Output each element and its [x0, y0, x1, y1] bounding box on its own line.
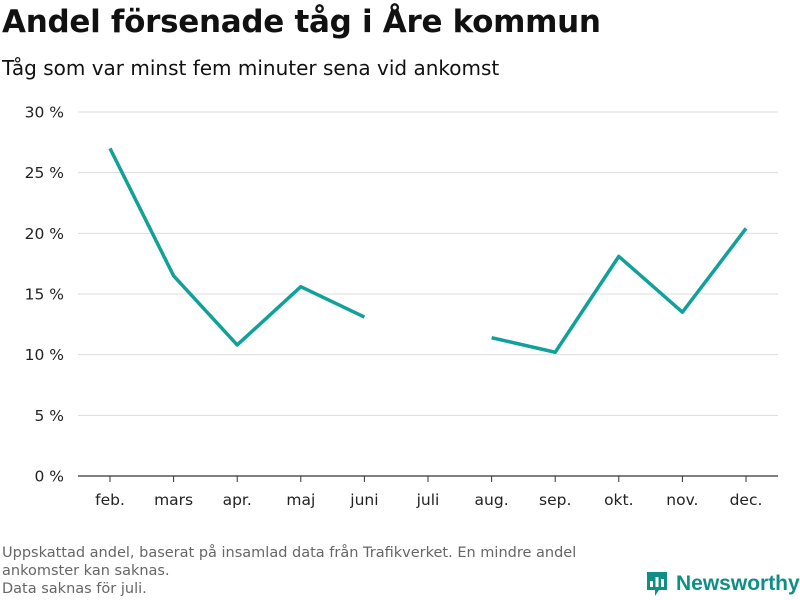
x-tick-label: nov.: [666, 491, 698, 509]
y-tick-label: 25 %: [25, 164, 64, 182]
x-tick-label: aug.: [475, 491, 509, 509]
x-tick-label: sep.: [539, 491, 571, 509]
x-axis-ticks: feb. mars apr. maj juni juli aug. sep. okt. nov. d…: [95, 476, 762, 509]
footnote-line: ankomster kan saknas.: [2, 563, 170, 579]
footnote-line: Uppskattad andel, baserat på insamlad da…: [2, 545, 577, 561]
brand-logo: Newsworthy: [645, 569, 800, 599]
footnote: Uppskattad andel, baserat på insamlad da…: [2, 544, 642, 598]
x-tick-label: feb.: [95, 491, 125, 509]
y-axis-ticks: 0 % 5 % 10 % 15 % 20 % 25 % 30 %: [25, 104, 64, 486]
y-tick-label: 0 %: [34, 468, 64, 486]
x-tick-label: juli: [416, 491, 440, 509]
chart-title: Andel försenade tåg i Åre kommun: [2, 4, 601, 40]
series-lines: [108, 147, 748, 354]
newsworthy-logo-icon: [647, 572, 667, 596]
footnote-line: Data saknas för juli.: [2, 581, 147, 597]
line-chart: 0 % 5 % 10 % 15 % 20 % 25 % 30 % feb. mars apr. m…: [25, 104, 778, 509]
y-tick-label: 30 %: [25, 104, 64, 122]
chart-subtitle: Tåg som var minst fem minuter sena vid a…: [2, 56, 500, 80]
x-tick-label: maj: [286, 491, 315, 509]
x-tick-label: mars: [154, 491, 193, 509]
x-tick-label: juni: [349, 491, 378, 509]
y-tick-label: 20 %: [25, 225, 64, 243]
series-line-segment: [108, 147, 366, 347]
x-tick-label: apr.: [223, 491, 252, 509]
y-tick-label: 15 %: [25, 286, 64, 304]
y-tick-label: 10 %: [25, 346, 64, 364]
x-tick-label: okt.: [604, 491, 633, 509]
series-line-segment: [491, 227, 748, 354]
brand-name: Newsworthy: [676, 572, 800, 595]
x-tick-label: dec.: [730, 491, 763, 509]
gridlines: [78, 111, 778, 477]
y-tick-label: 5 %: [34, 407, 64, 425]
